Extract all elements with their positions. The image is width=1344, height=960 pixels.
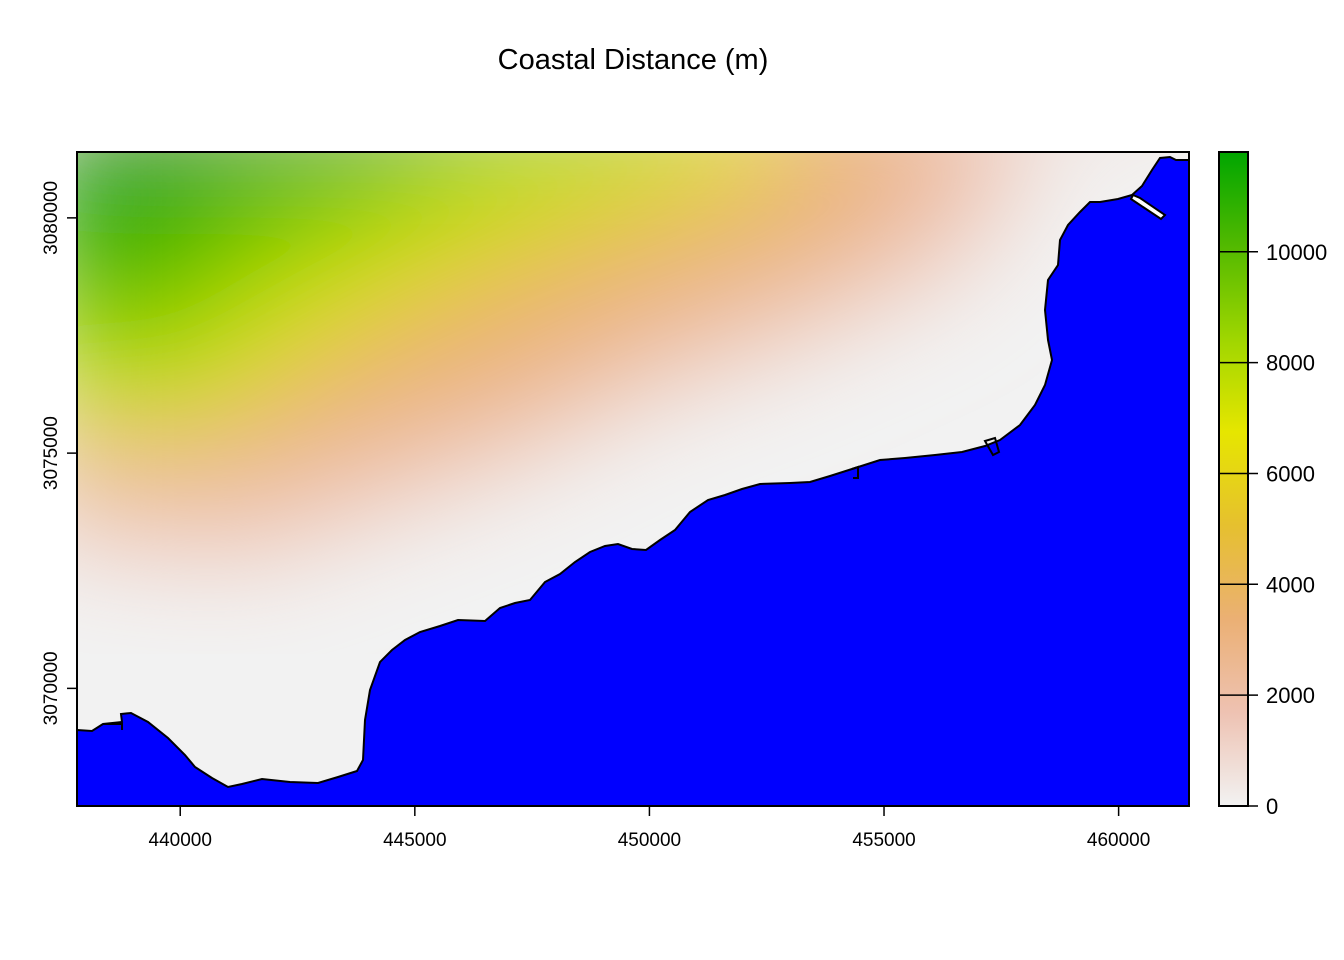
x-tick-label: 450000 (618, 830, 681, 851)
x-tick-label: 445000 (383, 830, 446, 851)
legend-tick-label: 2000 (1266, 683, 1315, 708)
x-tick-label: 460000 (1087, 830, 1150, 851)
pier-3 (103, 723, 123, 730)
legend-tick-label: 4000 (1266, 572, 1315, 597)
plot-frame (76, 151, 1190, 807)
legend-tick-label: 8000 (1266, 351, 1315, 376)
y-tick-label: 3070000 (41, 651, 62, 725)
y-tick-label: 3080000 (41, 181, 62, 255)
y-tick-label: 3075000 (41, 416, 62, 490)
legend-colorbar (1218, 151, 1249, 807)
raster-band-11800 (77, 152, 231, 240)
x-tick-label: 455000 (852, 830, 915, 851)
y-axis: 3070000 3075000 3080000 (41, 181, 77, 725)
sea-area (77, 155, 1189, 806)
legend-tick-label: 10000 (1266, 240, 1327, 265)
breakwater (1129, 193, 1167, 221)
raster-blobs (77, 152, 1021, 560)
pier-1 (983, 436, 1001, 457)
pier-2 (851, 465, 859, 479)
legend-tick-label: 0 (1266, 794, 1278, 819)
map-title: Coastal Distance (m) (497, 44, 769, 76)
legend-ticks: 0 2000 4000 6000 8000 10000 (1219, 240, 1327, 819)
x-axis: 440000 445000 450000 455000 460000 (149, 806, 1150, 851)
x-tick-label: 440000 (149, 830, 212, 851)
legend-tick-label: 6000 (1266, 461, 1315, 486)
color-legend: 0 2000 4000 6000 8000 10000 (1218, 151, 1327, 819)
